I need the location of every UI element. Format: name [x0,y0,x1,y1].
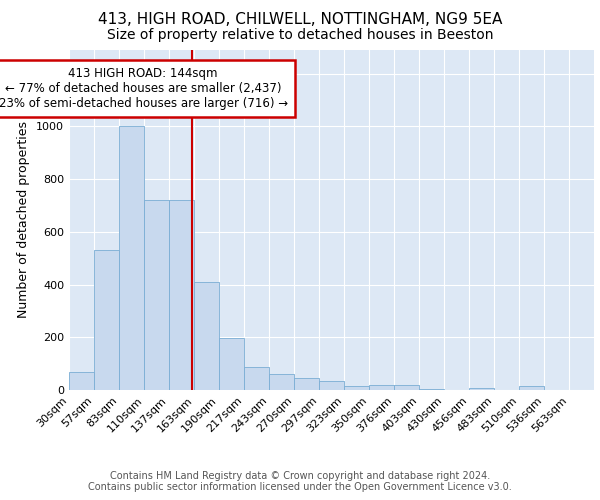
Text: Size of property relative to detached houses in Beeston: Size of property relative to detached ho… [107,28,493,42]
Bar [119,126,144,390]
Text: Contains HM Land Registry data © Crown copyright and database right 2024.
Contai: Contains HM Land Registry data © Crown c… [88,471,512,492]
Bar [369,384,394,390]
Text: 413 HIGH ROAD: 144sqm
← 77% of detached houses are smaller (2,437)
23% of semi-d: 413 HIGH ROAD: 144sqm ← 77% of detached … [0,66,287,110]
Bar [344,386,369,390]
Bar [519,386,544,390]
Bar [394,386,419,390]
Bar [144,200,169,390]
Bar [419,389,444,390]
Bar [269,374,294,390]
Text: 413, HIGH ROAD, CHILWELL, NOTTINGHAM, NG9 5EA: 413, HIGH ROAD, CHILWELL, NOTTINGHAM, NG… [98,12,502,28]
Y-axis label: Number of detached properties: Number of detached properties [17,122,31,318]
Bar [244,367,269,390]
Bar [169,200,194,390]
Bar [69,372,94,390]
Bar [194,282,219,390]
Bar [469,388,494,390]
Bar [94,250,119,390]
Bar [294,378,319,390]
Bar [319,381,344,390]
Bar [219,338,244,390]
